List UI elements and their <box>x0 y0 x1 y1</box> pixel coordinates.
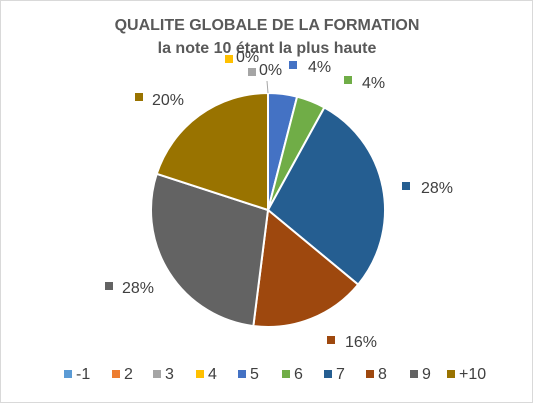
legend-swatch-minus1 <box>64 370 72 378</box>
data-label-slice-3: 0% <box>259 62 282 79</box>
legend-label-6: 6 <box>294 366 303 383</box>
legend-label-3: 3 <box>165 366 174 383</box>
slice-plus10 <box>155 91 269 212</box>
label-key-slice-9 <box>105 282 113 290</box>
legend-label-2: 2 <box>124 366 133 383</box>
legend-swatch-5 <box>238 370 246 378</box>
data-label-slice-plus10: 20% <box>152 92 184 109</box>
legend-label-4: 4 <box>208 366 217 383</box>
data-label-slice-5: 4% <box>308 59 331 76</box>
chart-title: QUALITE GLOBALE DE LA FORMATION <box>115 17 420 34</box>
label-key-slice-7 <box>402 182 410 190</box>
data-labels: 0%0% 4% 4% 28% 16% 28% 20% <box>105 49 453 351</box>
pie-slices <box>150 91 386 328</box>
slice-8 <box>252 208 360 328</box>
slice-9 <box>150 172 270 328</box>
legend: -1 2 3 4 5 6 7 8 9 +10 <box>64 366 486 383</box>
legend-label-minus1: -1 <box>76 366 90 383</box>
legend-label-7: 7 <box>336 366 345 383</box>
data-label-slice-8: 16% <box>345 334 377 351</box>
label-key-slice-plus10 <box>135 93 143 101</box>
legend-swatch-9 <box>410 370 418 378</box>
data-label-slice-4: 0% <box>236 49 259 66</box>
data-label-slice-6: 4% <box>362 75 385 92</box>
chart-subtitle: la note 10 étant la plus haute <box>158 40 377 57</box>
legend-label-9: 9 <box>422 366 431 383</box>
legend-swatch-6 <box>282 370 290 378</box>
legend-swatch-7 <box>324 370 332 378</box>
legend-swatch-3 <box>153 370 161 378</box>
label-key-slice-5 <box>289 61 297 69</box>
label-key-slice-4 <box>225 55 233 63</box>
legend-swatch-4 <box>196 370 204 378</box>
label-key-slice-6 <box>344 76 352 84</box>
label-key-slice-8 <box>327 336 335 344</box>
label-key-slice-3 <box>248 68 256 76</box>
legend-label-8: 8 <box>378 366 387 383</box>
leader-line <box>266 80 269 94</box>
legend-label-plus10: +10 <box>459 366 486 383</box>
legend-swatch-plus10 <box>447 370 455 378</box>
data-label-slice-9: 28% <box>122 280 154 297</box>
slice-7 <box>266 106 386 286</box>
legend-label-5: 5 <box>250 366 259 383</box>
legend-swatch-2 <box>112 370 120 378</box>
legend-swatch-8 <box>366 370 374 378</box>
data-label-slice-7: 28% <box>421 180 453 197</box>
